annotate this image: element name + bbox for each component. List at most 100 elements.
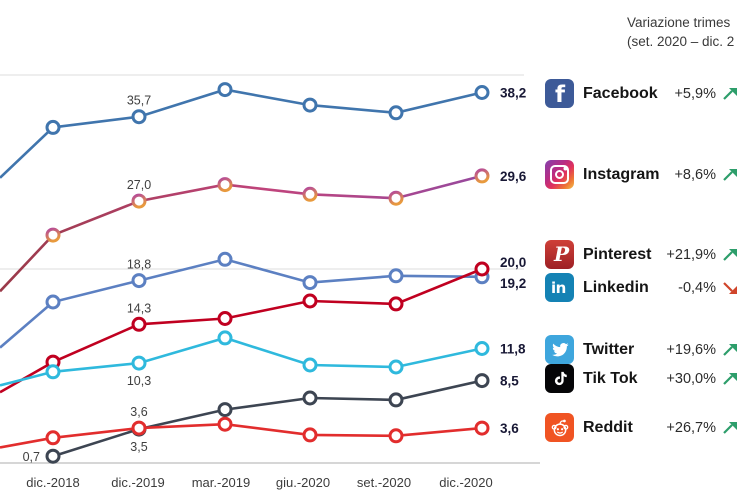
- data-point-tik-tok: [474, 373, 490, 389]
- legend-label: Facebook: [583, 84, 658, 102]
- instagram-icon: [545, 160, 574, 189]
- data-point-facebook: [45, 119, 61, 135]
- point-label-instagram: 27,0: [127, 178, 151, 192]
- trend-up-icon: [723, 248, 739, 262]
- legend-change: -0,4%: [678, 279, 716, 296]
- legend-label: Pinterest: [583, 245, 652, 263]
- end-value-reddit: 3,6: [500, 421, 519, 436]
- point-label-tik-tok: 3,5: [130, 440, 147, 454]
- x-axis-label: mar.-2019: [192, 475, 251, 490]
- legend: Facebook +5,9% Instagram +8,6% Pinterest…: [543, 0, 740, 500]
- series-line-facebook: [0, 88, 483, 179]
- point-label-linkedin: 18,8: [127, 258, 151, 272]
- chart-header: Variazione trimes (set. 2020 – dic. 2: [627, 14, 740, 51]
- legend-change: +5,9%: [674, 85, 716, 102]
- data-point-facebook: [131, 109, 147, 125]
- data-point-instagram: [45, 227, 61, 243]
- trend-up-icon: [723, 372, 739, 386]
- data-point-tik-tok: [302, 390, 318, 406]
- data-point-reddit: [388, 428, 404, 444]
- data-point-twitter: [217, 330, 233, 346]
- end-value-tik-tok: 8,5: [500, 374, 519, 389]
- series-line-twitter: [0, 336, 483, 387]
- linkedin-icon: [545, 273, 574, 302]
- legend-item-facebook: Facebook +5,9%: [543, 79, 740, 108]
- end-value-pinterest: 20,0: [500, 255, 526, 270]
- legend-item-linkedin: Linkedin -0,4%: [543, 273, 740, 302]
- data-point-linkedin: [302, 275, 318, 291]
- trend-up-icon: [723, 168, 739, 182]
- x-axis-label: dic.-2018: [26, 475, 79, 490]
- twitter-icon: [545, 335, 574, 364]
- legend-item-pinterest: Pinterest +21,9%: [543, 240, 740, 269]
- trend-up-icon: [723, 87, 739, 101]
- data-point-tik-tok: [217, 402, 233, 418]
- data-point-pinterest: [131, 316, 147, 332]
- legend-label: Linkedin: [583, 278, 649, 296]
- legend-change: +26,7%: [666, 419, 716, 436]
- line-chart: 35,7 38,2 27,0 29,6 18,8 19,2 14,3 20,0 10,3 11,8…: [0, 74, 540, 490]
- point-label-tik-tok: 0,7: [23, 450, 40, 464]
- x-axis-label: dic.-2020: [439, 475, 492, 490]
- point-label-facebook: 35,7: [127, 94, 151, 108]
- legend-change: +30,0%: [666, 370, 716, 387]
- point-label-twitter: 10,3: [127, 374, 151, 388]
- legend-item-instagram: Instagram +8,6%: [543, 160, 740, 189]
- facebook-icon: [545, 79, 574, 108]
- data-point-linkedin: [45, 294, 61, 310]
- series-line-reddit: [0, 422, 483, 449]
- data-point-tik-tok: [388, 392, 404, 408]
- data-point-instagram: [302, 186, 318, 202]
- data-point-pinterest: [302, 293, 318, 309]
- data-point-instagram: [217, 177, 233, 193]
- trend-up-icon: [723, 421, 739, 435]
- data-point-linkedin: [131, 273, 147, 289]
- end-value-facebook: 38,2: [500, 86, 526, 101]
- data-point-linkedin: [217, 251, 233, 267]
- data-point-reddit: [474, 420, 490, 436]
- x-axis-label: giu.-2020: [276, 475, 330, 490]
- trend-down-icon: [723, 281, 739, 295]
- data-point-facebook: [474, 85, 490, 100]
- legend-change: +21,9%: [666, 246, 716, 263]
- legend-label: Reddit: [583, 418, 633, 436]
- data-point-reddit: [131, 420, 147, 436]
- end-value-instagram: 29,6: [500, 169, 527, 184]
- legend-label: Twitter: [583, 340, 635, 358]
- data-point-instagram: [131, 193, 147, 209]
- data-point-twitter: [388, 359, 404, 375]
- data-point-twitter: [45, 364, 61, 380]
- x-axis-label: dic.-2019: [111, 475, 164, 490]
- data-point-facebook: [217, 82, 233, 98]
- point-label-pinterest: 14,3: [127, 301, 151, 315]
- header-line1: Variazione trimes: [627, 15, 731, 30]
- series-line-linkedin: [0, 257, 483, 349]
- data-point-facebook: [388, 105, 404, 121]
- data-point-twitter: [474, 341, 490, 356]
- data-point-reddit: [217, 416, 233, 432]
- legend-change: +19,6%: [666, 341, 716, 358]
- reddit-icon: [545, 413, 574, 442]
- point-label-reddit: 3,6: [130, 405, 147, 419]
- data-point-pinterest: [217, 311, 233, 326]
- legend-change: +8,6%: [674, 166, 716, 183]
- data-point-reddit: [45, 430, 61, 446]
- legend-item-reddit: Reddit +26,7%: [543, 413, 740, 442]
- data-point-instagram: [474, 168, 490, 184]
- data-point-instagram: [388, 190, 404, 206]
- series-line-instagram: [0, 174, 483, 293]
- legend-item-tiktok: Tik Tok +30,0%: [543, 364, 740, 393]
- end-value-linkedin: 19,2: [500, 276, 526, 291]
- data-point-linkedin: [388, 268, 404, 284]
- data-point-tik-tok: [45, 448, 61, 464]
- trend-up-icon: [723, 343, 739, 357]
- tiktok-icon: [545, 364, 574, 393]
- data-point-pinterest: [474, 261, 490, 277]
- series-line-pinterest: [0, 267, 483, 394]
- series-line-tik-tok: [52, 379, 483, 458]
- data-point-twitter: [131, 355, 147, 371]
- legend-label: Instagram: [583, 165, 660, 183]
- x-axis-label: set.-2020: [357, 475, 411, 490]
- pinterest-icon: [545, 240, 574, 269]
- legend-label: Tik Tok: [583, 369, 638, 387]
